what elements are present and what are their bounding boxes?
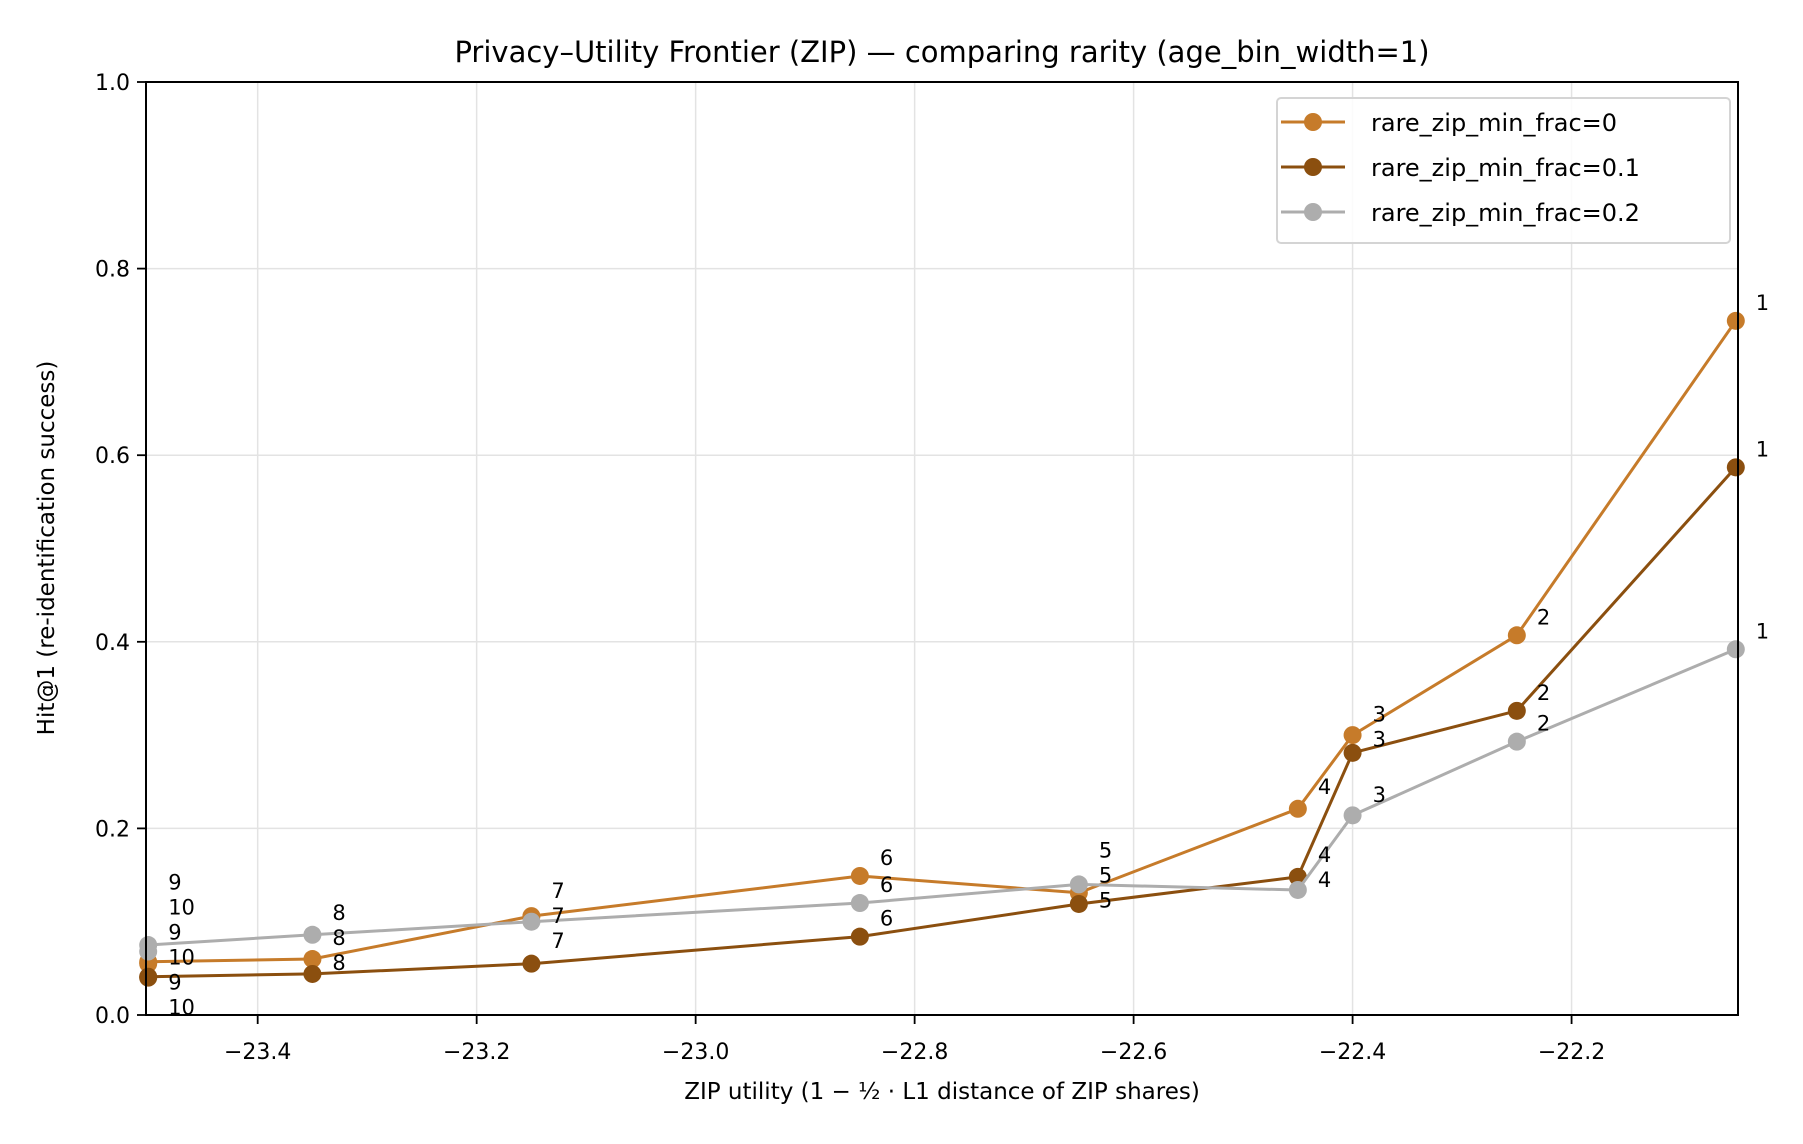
- point-label: 9: [168, 970, 181, 994]
- data-point: [303, 925, 322, 944]
- data-point: [1343, 806, 1362, 825]
- point-label: 3: [1373, 703, 1386, 727]
- point-label: 2: [1537, 605, 1550, 629]
- data-point: [1726, 640, 1745, 659]
- data-point: [139, 968, 158, 987]
- y-tick-label: 0.6: [95, 444, 130, 469]
- point-label: 6: [880, 907, 893, 931]
- data-point: [850, 927, 869, 946]
- legend-marker: [1304, 158, 1322, 176]
- data-point: [1069, 894, 1088, 913]
- chart-title: Privacy–Utility Frontier (ZIP) — compari…: [454, 35, 1429, 69]
- legend-marker: [1304, 203, 1322, 221]
- point-label: 10: [168, 945, 195, 969]
- legend: rare_zip_min_frac=0 rare_zip_min_frac=0.1…: [1276, 97, 1731, 244]
- point-label: 4: [1318, 843, 1331, 867]
- legend-label: rare_zip_min_frac=0: [1371, 109, 1617, 137]
- data-point: [1507, 626, 1526, 645]
- point-label: 1: [1756, 291, 1769, 315]
- y-tick-label: 1.0: [95, 71, 130, 96]
- point-label: 10: [168, 895, 195, 919]
- x-tick-label: −22.4: [1319, 1040, 1386, 1065]
- point-label: 4: [1318, 775, 1331, 799]
- series-line: [146, 466, 1737, 979]
- data-point: [1726, 458, 1745, 477]
- y-tick-label: 0.8: [95, 258, 130, 283]
- data-point: [303, 950, 322, 969]
- x-axis-label: ZIP utility (1 − ½ · L1 distance of ZIP …: [684, 1079, 1200, 1105]
- point-label: 2: [1537, 712, 1550, 736]
- point-label: 6: [880, 873, 893, 897]
- ticks: −23.4 −23.2 −23.0 −22.8 −22.6 −22.4 −22.2 0.0 0.…: [95, 71, 1605, 1065]
- x-tick-label: −22.2: [1538, 1040, 1605, 1065]
- point-label: 7: [551, 929, 564, 953]
- x-tick-label: −23.0: [662, 1040, 729, 1065]
- data-point: [1343, 743, 1362, 762]
- data-point: [1726, 311, 1745, 330]
- x-tick-label: −22.8: [881, 1040, 948, 1065]
- point-label: 8: [332, 926, 345, 950]
- legend-label: rare_zip_min_frac=0.1: [1371, 154, 1640, 182]
- point-label: 3: [1373, 728, 1386, 752]
- data-point: [850, 866, 869, 885]
- point-label: 2: [1537, 681, 1550, 705]
- point-label: 3: [1373, 783, 1386, 807]
- point-label: 1: [1756, 619, 1769, 643]
- point-label: 4: [1318, 868, 1331, 892]
- data-point: [303, 964, 322, 983]
- legend-box: [1276, 97, 1731, 244]
- point-label: 5: [1099, 889, 1112, 913]
- legend-label: rare_zip_min_frac=0.2: [1371, 199, 1640, 227]
- point-label: 9: [168, 870, 181, 894]
- point-label: 7: [551, 879, 564, 903]
- x-tick-label: −23.2: [443, 1040, 510, 1065]
- point-label: 5: [1099, 864, 1112, 888]
- y-tick-label: 0.4: [95, 631, 130, 656]
- data-point: [522, 954, 541, 973]
- y-tick-label: 0.2: [95, 817, 130, 842]
- data-point: [522, 912, 541, 931]
- data-point: [850, 894, 869, 913]
- data-point: [1288, 880, 1307, 899]
- point-label: 7: [551, 904, 564, 928]
- y-tick-label: 0.0: [95, 1004, 130, 1029]
- series-line: [146, 319, 1738, 964]
- point-label: 5: [1099, 839, 1112, 863]
- y-axis-label: Hit@1 (re-identification success): [34, 361, 60, 736]
- data-point: [1069, 875, 1088, 894]
- point-label: 6: [880, 846, 893, 870]
- plot-frame: [145, 81, 1739, 1016]
- series-2: [139, 640, 1745, 961]
- point-label: 8: [332, 901, 345, 925]
- series-layer: [139, 311, 1745, 987]
- legend-marker: [1304, 113, 1322, 131]
- data-point: [1507, 701, 1526, 720]
- point-label: 9: [168, 920, 181, 944]
- data-point: [139, 942, 158, 961]
- x-tick-label: −23.4: [224, 1040, 291, 1065]
- point-label: 8: [332, 951, 345, 975]
- x-tick-label: −22.6: [1100, 1040, 1167, 1065]
- data-point: [1507, 732, 1526, 751]
- data-point: [1288, 799, 1307, 818]
- series-line: [146, 647, 1737, 952]
- series-1: [139, 458, 1745, 987]
- data-point: [1343, 726, 1362, 745]
- point-label: 1: [1756, 437, 1769, 461]
